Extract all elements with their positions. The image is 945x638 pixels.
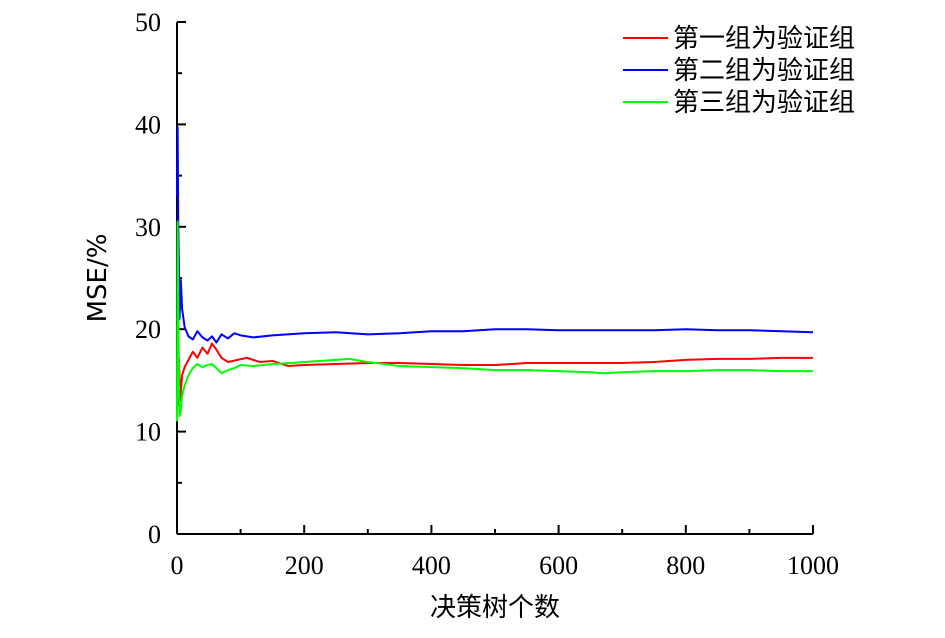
legend-label-3: 第三组为验证组 [673,88,855,118]
x-axis-label: 决策树个数 [430,593,560,623]
legend-label-1: 第一组为验证组 [673,24,855,54]
y-tick-label: 0 [148,520,161,549]
x-tick-label: 600 [539,551,578,580]
y-axis-label: MSE/% [83,234,113,323]
x-tick-label: 1000 [787,551,839,580]
series-line-2 [176,126,814,344]
y-axis-ticks: 0 10 20 30 40 50 [135,8,186,549]
x-tick-label: 800 [666,551,705,580]
x-tick-label: 0 [171,551,184,580]
x-tick-label: 200 [285,551,324,580]
x-tick-label: 400 [412,551,451,580]
y-tick-label: 10 [135,418,161,447]
y-tick-label: 50 [135,8,161,37]
y-tick-label: 30 [135,213,161,242]
series-lines [176,126,814,422]
x-axis-ticks: 0 200 400 600 800 1000 [171,525,839,580]
y-tick-label: 20 [135,315,161,344]
y-tick-label: 40 [135,110,161,139]
plot-area: 0 200 400 600 800 1000 0 10 20 30 40 50 [135,8,839,580]
legend-label-2: 第二组为验证组 [673,56,855,86]
series-line-3 [176,220,813,422]
series-line-1 [176,342,813,407]
